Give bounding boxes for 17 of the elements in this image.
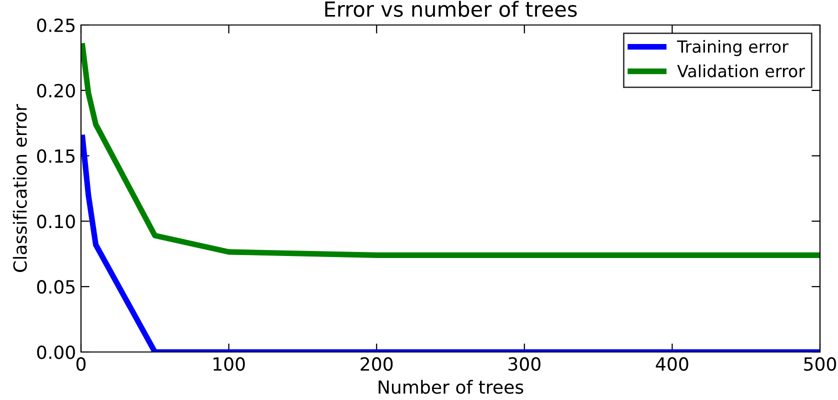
y-axis-title: Classification error bbox=[12, 104, 27, 272]
x-tick-label: 500 bbox=[804, 357, 836, 371]
y-tick-label: 0.15 bbox=[37, 149, 75, 163]
y-tick-label: 0.05 bbox=[37, 280, 75, 294]
x-tick-label: 0 bbox=[76, 357, 86, 371]
x-tick-label: 300 bbox=[508, 357, 540, 371]
y-tick-label: 0.25 bbox=[37, 18, 75, 32]
x-tick-label: 200 bbox=[360, 357, 393, 371]
y-tick-label: 0.10 bbox=[37, 214, 75, 228]
x-tick-label: 400 bbox=[656, 357, 688, 371]
legend-label: Training error bbox=[677, 40, 788, 56]
x-axis-title: Number of trees bbox=[378, 380, 524, 394]
y-tick-label: 0.20 bbox=[37, 84, 75, 98]
y-tick-label: 0.00 bbox=[37, 345, 75, 360]
x-tick-label: 100 bbox=[214, 357, 245, 371]
legend-label: Validation error bbox=[677, 64, 805, 78]
chart-title: Error vs number of trees bbox=[325, 0, 577, 17]
